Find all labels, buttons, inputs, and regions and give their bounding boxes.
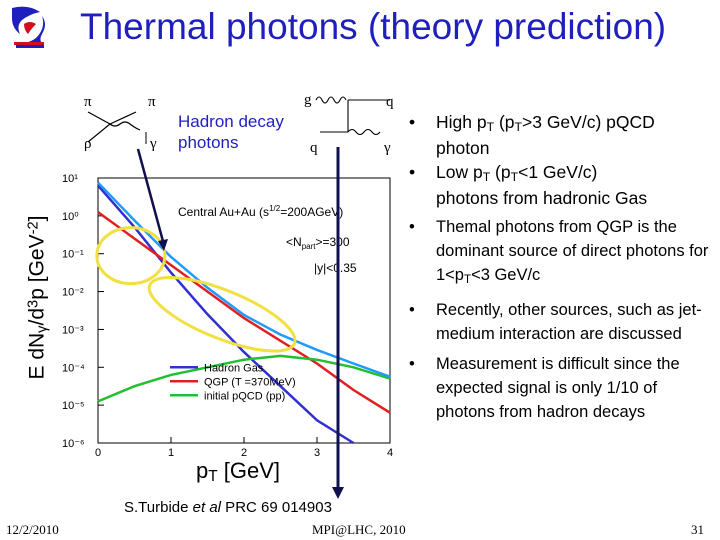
bullet-text: Recently, other sources, such as jet-med… [436, 301, 702, 343]
bullet-dot: • [409, 218, 415, 236]
hadron-decay-label: Hadron decay photons [178, 111, 284, 153]
x-axis-label-part: p [196, 458, 209, 483]
hadron-decay-diagram [87, 111, 147, 144]
y-axis-label-part: γ [34, 325, 51, 333]
y-axis-label-part: -2 [25, 221, 42, 235]
y-tick-label: 10⁻⁴ [62, 362, 85, 374]
bullet-dot: • [409, 301, 415, 319]
x-tick-label: 3 [314, 447, 320, 458]
footer-date: 12/2/2010 [6, 522, 59, 537]
y-tick-label: 10⁻² [62, 287, 84, 299]
qgp-ellipse [147, 276, 297, 353]
y-tick-label: 10¹ [62, 173, 78, 185]
x-tick-label: 0 [95, 447, 101, 458]
x-axis-label: pT [GeV] [196, 458, 280, 486]
npart-label: <Npart>=300 [286, 235, 350, 251]
gamma-symbol: γ [150, 136, 157, 152]
legend-label: Hadron Gas [204, 362, 264, 374]
photon-spectrum-chart: 10¹ 10⁰ 10⁻¹ 10⁻² 10⁻³ 10⁻⁴ 10⁻⁵ 10⁻⁶ 0 1 2 3 4 Had… [62, 173, 393, 458]
legend-label: initial pQCD (pp) [204, 390, 285, 402]
hadron-gas-curve [97, 184, 355, 445]
bullet-dot: • [409, 112, 416, 132]
y-axis-label-part: /d [25, 307, 49, 326]
bullet-line: photons from hadronic Gas [436, 188, 648, 208]
hadron-decay-label-line2: photons [178, 133, 239, 152]
pi-symbol: π [84, 94, 92, 110]
compton-diagram [315, 96, 390, 136]
pqcd-curve [97, 354, 391, 403]
bullet-line: photon [436, 138, 490, 158]
y-tick-label: 10⁻⁶ [62, 438, 85, 450]
rho-symbol: ρ [84, 136, 92, 152]
bullet-item: • Measurement is difficult since the exp… [406, 352, 718, 424]
bullet-dot: • [409, 355, 415, 373]
bullet-dot: • [409, 162, 416, 182]
total-curve [97, 181, 391, 378]
reference: S.Turbide et al PRC 69 014903 [124, 499, 332, 516]
rapidity-label: |y|<0.35 [314, 261, 357, 275]
university-logo [12, 6, 45, 48]
page-title: Thermal photons (theory prediction) [80, 6, 667, 47]
x-axis-label-part: T [208, 468, 218, 485]
bullet-item: • Recently, other sources, such as jet-m… [406, 298, 718, 346]
y-axis-label: E dNγ/d3p [GeV-2] [26, 198, 51, 398]
y-axis-label-part: p [GeV [25, 234, 49, 300]
page-number: 31 [691, 522, 704, 537]
quark-symbol: q [386, 94, 394, 110]
bullet-item: • Themal photons from QGP is the dominan… [406, 215, 718, 292]
y-axis-label-part: E dN [25, 332, 49, 380]
bullet-line: Low pT (pT<1 GeV/c) [436, 162, 598, 184]
x-tick-label: 2 [241, 447, 247, 458]
legend-label: QGP (T =370MeV) [204, 376, 296, 388]
y-tick-label: 10⁻³ [62, 324, 84, 336]
gamma-symbol: γ [384, 140, 391, 156]
hadron-decay-label-line1: Hadron decay [178, 112, 284, 131]
bullet-item: • High pT (pT>3 GeV/c) pQCD photon [406, 112, 718, 159]
gluon-symbol: g [304, 92, 312, 108]
bullet-text: Themal photons from QGP is the dominant … [436, 218, 709, 284]
y-axis-label-part: 3 [25, 299, 42, 308]
y-axis-label-part: ] [25, 215, 49, 222]
x-tick-label: 1 [168, 447, 174, 458]
bullet-item: • Low pT (pT<1 GeV/c) photons from hadro… [406, 162, 718, 209]
bullet-list: • High pT (pT>3 GeV/c) pQCD photon • Low… [406, 112, 718, 424]
x-tick-label: 4 [387, 447, 393, 458]
quark-symbol: q [310, 140, 318, 156]
y-tick-label: 10⁻⁵ [62, 400, 85, 412]
central-label: Central Au+Au (s1/2=200AGeV) [178, 204, 343, 219]
low-pt-ellipse [95, 226, 167, 286]
y-tick-label: 10⁰ [62, 211, 79, 223]
x-axis-label-part: [GeV] [217, 458, 281, 483]
y-tick-label: 10⁻¹ [62, 249, 84, 261]
bullet-line: High pT (pT>3 GeV/c) pQCD [436, 112, 655, 134]
annotation-arrows [136, 147, 344, 499]
bullet-text: Measurement is difficult since the expec… [436, 355, 680, 421]
footer-venue: MPI@LHC, 2010 [312, 522, 406, 537]
pi-symbol: π [148, 94, 156, 110]
qgp-curve [97, 211, 391, 414]
